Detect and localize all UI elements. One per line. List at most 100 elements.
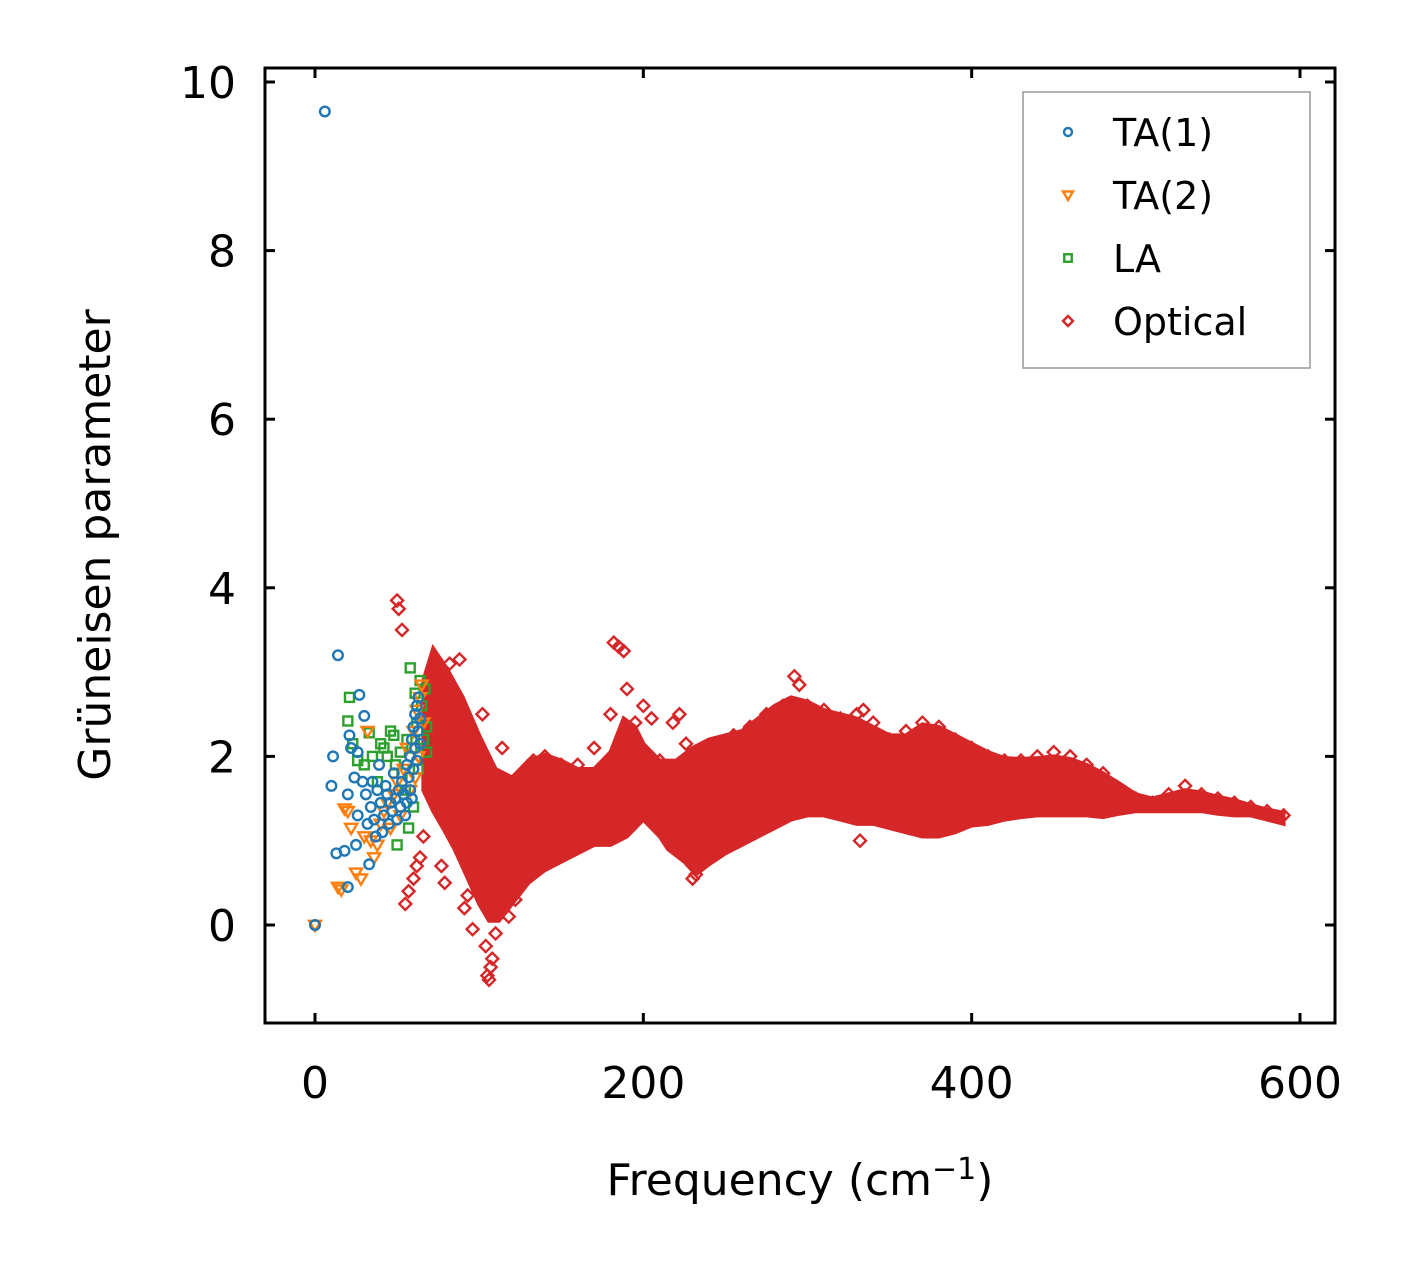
optical-point xyxy=(1111,782,1128,798)
ta-1-point xyxy=(338,844,351,857)
optical-point xyxy=(478,938,494,954)
y-tick-label: 10 xyxy=(180,58,236,109)
ta-1-point xyxy=(410,754,423,767)
optical-point xyxy=(482,959,499,975)
optical-point xyxy=(799,698,816,714)
optical-point xyxy=(709,740,725,756)
ta-1-point xyxy=(358,709,371,722)
ta-1-point xyxy=(343,729,356,742)
optical-point xyxy=(931,719,947,735)
ta-1-point xyxy=(414,737,427,750)
ta-1-point xyxy=(364,800,377,813)
optical-point xyxy=(1226,795,1243,811)
optical-point xyxy=(425,660,441,676)
data-layer xyxy=(306,105,1292,988)
optical-point xyxy=(619,681,635,697)
optical-point xyxy=(400,883,417,899)
optical-point xyxy=(816,702,832,718)
optical-point xyxy=(1095,765,1111,781)
optical-point xyxy=(494,740,510,756)
optical-point xyxy=(391,601,407,617)
optical-point xyxy=(553,757,569,773)
la-point xyxy=(388,729,400,742)
ta-2-point xyxy=(352,873,370,888)
optical-point xyxy=(855,702,872,718)
x-axis-title: Frequency (cm−1) xyxy=(607,1152,994,1206)
optical-point xyxy=(1210,790,1226,807)
legend-marker-ta-2 xyxy=(1060,190,1076,203)
optical-point xyxy=(791,677,807,693)
ta-1-point xyxy=(402,771,415,784)
legend-marker-optical xyxy=(1061,314,1075,328)
ta-2-point xyxy=(336,803,353,818)
optical-point xyxy=(441,655,458,672)
la-point xyxy=(402,822,415,834)
optical-point xyxy=(963,740,980,756)
ta-1-point xyxy=(366,775,379,788)
optical-point xyxy=(643,710,660,727)
ta-1-point xyxy=(412,691,425,704)
optical-point xyxy=(684,870,701,887)
ta-1-point xyxy=(387,767,400,780)
x-tick-label: 600 xyxy=(1258,1058,1342,1109)
ta-1-point xyxy=(350,838,363,851)
optical-point xyxy=(569,757,586,773)
optical-point xyxy=(1013,752,1029,769)
optical-point xyxy=(671,706,688,722)
optical-point xyxy=(660,773,676,790)
optical-point xyxy=(501,908,517,925)
optical-point xyxy=(947,731,963,748)
ta-1-point xyxy=(341,881,354,894)
y-tick-label: 0 xyxy=(208,901,236,952)
la-point xyxy=(366,750,379,763)
ticks-layer: 0 200 400 600 0 2 4 6 8 10 xyxy=(180,58,1342,1109)
optical-point xyxy=(996,752,1013,769)
optical-point xyxy=(484,951,500,967)
optical-point xyxy=(405,870,422,887)
optical-point xyxy=(1078,757,1095,773)
x-tick-label: 400 xyxy=(930,1058,1014,1109)
la-point xyxy=(404,662,416,674)
optical-point xyxy=(474,706,491,722)
optical-point xyxy=(433,858,450,874)
ta-1-point xyxy=(351,746,364,759)
optical-point xyxy=(1062,748,1078,765)
optical-point xyxy=(1243,799,1259,815)
ta-2-point xyxy=(329,881,347,896)
optical-point xyxy=(471,740,487,756)
ta-1-point xyxy=(318,105,331,118)
ta-1-point xyxy=(309,919,322,932)
la-point xyxy=(342,715,354,727)
optical-point xyxy=(742,719,758,735)
ta-1-point xyxy=(341,788,354,801)
optical-point xyxy=(1177,778,1193,794)
optical-point xyxy=(436,875,453,891)
optical-point xyxy=(468,744,484,760)
optical-point xyxy=(389,592,405,609)
optical-point xyxy=(1144,795,1160,811)
y-tick-label: 2 xyxy=(208,732,236,783)
ta-2-point xyxy=(359,725,376,740)
optical-point xyxy=(459,887,476,904)
optical-dense-band xyxy=(421,643,1286,923)
ta-1-point xyxy=(405,792,418,805)
optical-point xyxy=(481,972,497,988)
ta-2-point xyxy=(343,822,360,837)
optical-point xyxy=(525,752,542,769)
optical-point xyxy=(615,643,632,659)
ta-1-point xyxy=(351,809,364,822)
optical-point xyxy=(464,921,481,937)
optical-point xyxy=(412,849,428,866)
optical-point xyxy=(627,714,643,731)
optical-point xyxy=(832,710,849,727)
optical-point xyxy=(980,748,996,765)
optical-point xyxy=(898,723,914,739)
legend-items: TA(1) TA(2) LA Optical xyxy=(1060,111,1247,344)
ta-1-point xyxy=(363,858,376,871)
optical-point xyxy=(451,651,468,668)
optical-point xyxy=(1275,807,1292,824)
optical-point xyxy=(914,714,931,731)
optical-point xyxy=(415,828,432,845)
legend-marker-la xyxy=(1063,253,1073,263)
optical-point xyxy=(586,740,602,756)
